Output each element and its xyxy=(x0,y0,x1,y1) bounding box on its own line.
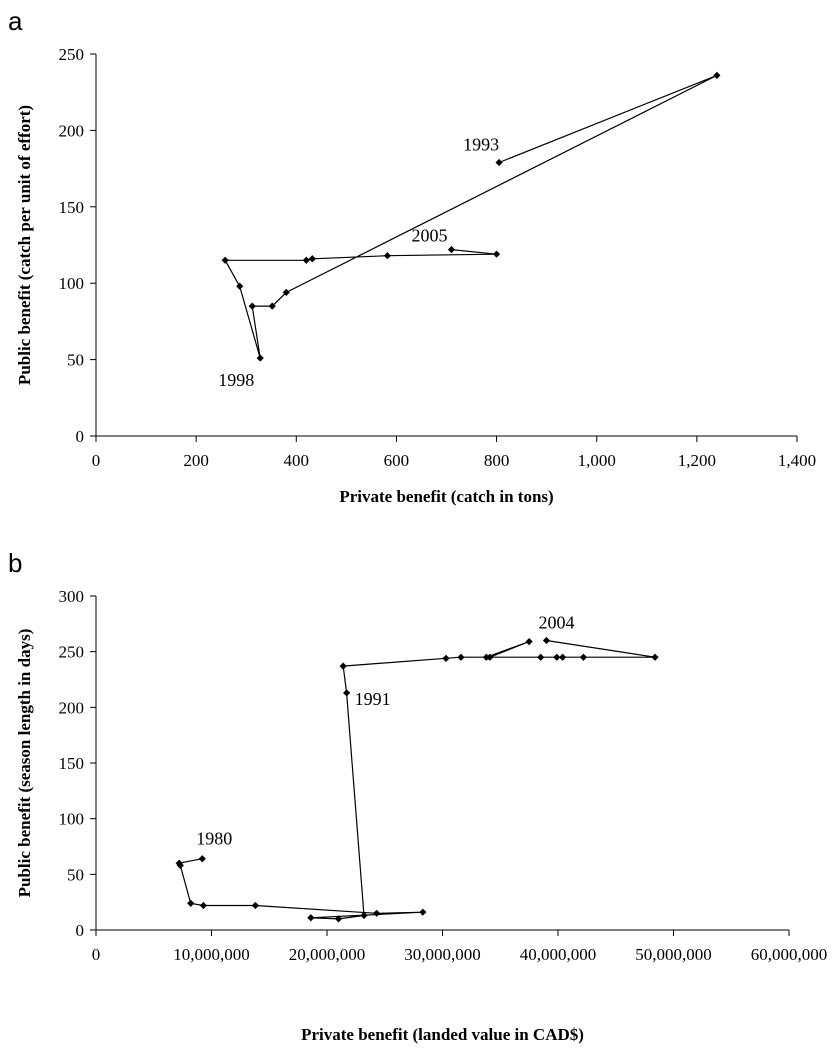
y-tick-label: 50 xyxy=(67,865,84,884)
data-point xyxy=(559,653,567,661)
x-tick-label: 600 xyxy=(384,451,410,470)
x-tick-label: 1,200 xyxy=(678,451,716,470)
x-axis-title: Private benefit (landed value in CAD$) xyxy=(301,1025,584,1044)
year-annotation: 1991 xyxy=(355,689,391,709)
x-tick-label: 0 xyxy=(92,451,101,470)
y-tick-label: 0 xyxy=(76,427,85,446)
data-point xyxy=(199,901,208,910)
data-point xyxy=(553,653,561,661)
x-tick-label: 20,000,000 xyxy=(289,945,366,964)
x-tick-label: 0 xyxy=(92,945,101,964)
y-tick-label: 250 xyxy=(59,45,85,64)
data-point xyxy=(198,855,206,863)
chart-panel-b: b 0 50 100 150 200 250 300 0 10,000,000 20,000,000… xyxy=(8,548,827,1044)
y-tick-label: 250 xyxy=(59,643,85,662)
y-tick-label: 200 xyxy=(59,121,85,140)
x-tick-label: 40,000,000 xyxy=(520,945,597,964)
data-point xyxy=(176,861,184,870)
x-axis-title: Private benefit (catch in tons) xyxy=(339,487,553,506)
data-point xyxy=(308,255,316,263)
data-point xyxy=(256,354,264,362)
y-tick-label: 150 xyxy=(59,198,85,217)
data-point xyxy=(236,282,244,290)
data-point xyxy=(248,302,256,310)
data-point xyxy=(579,653,588,661)
data-point xyxy=(339,662,347,670)
x-tick-label: 800 xyxy=(484,451,510,470)
data-point xyxy=(268,302,276,310)
data-point xyxy=(221,256,229,264)
x-tick-label: 400 xyxy=(284,451,310,470)
data-point xyxy=(334,915,343,923)
year-annotation: 1980 xyxy=(196,829,232,849)
y-tick-label: 0 xyxy=(76,921,85,940)
x-tick-label: 30,000,000 xyxy=(404,945,481,964)
year-annotation: 2005 xyxy=(412,226,448,246)
y-axis-title: Public benefit (season length in days) xyxy=(15,629,34,898)
data-point xyxy=(542,636,551,645)
data-point xyxy=(383,252,392,260)
series-line xyxy=(178,639,656,920)
data-point xyxy=(525,638,533,646)
chart-panel-a: a 0 50 100 150 200 250 0 200 400 600 800 1,000 1,200 1… xyxy=(8,6,816,506)
x-tick-label: 200 xyxy=(183,451,209,470)
y-tick-label: 100 xyxy=(59,274,85,293)
year-annotation: 1998 xyxy=(218,370,254,390)
x-tick-label: 50,000,000 xyxy=(635,945,712,964)
data-point xyxy=(282,288,290,296)
data-point xyxy=(447,245,456,254)
year-annotation: 1993 xyxy=(463,134,499,154)
data-point xyxy=(492,250,501,258)
data-point xyxy=(537,653,545,661)
series-line xyxy=(224,74,718,359)
data-point xyxy=(187,899,195,907)
y-tick-label: 200 xyxy=(59,698,85,717)
data-point xyxy=(251,901,259,910)
x-tick-label: 1,400 xyxy=(778,451,816,470)
data-point xyxy=(302,256,310,264)
y-tick-label: 150 xyxy=(59,754,85,773)
year-annotation: 2004 xyxy=(538,613,574,633)
panel-letter: b xyxy=(8,548,22,578)
data-point xyxy=(457,653,465,661)
data-point xyxy=(343,689,351,697)
data-point xyxy=(495,158,503,167)
x-tick-label: 1,000 xyxy=(578,451,616,470)
x-tick-label: 60,000,000 xyxy=(751,945,828,964)
data-point xyxy=(419,908,427,916)
panel-letter: a xyxy=(8,6,23,36)
data-point xyxy=(713,71,721,79)
y-axis-title: Public benefit (catch per unit of effort… xyxy=(15,105,34,385)
y-tick-label: 300 xyxy=(59,587,85,606)
data-point xyxy=(307,914,315,922)
y-tick-label: 100 xyxy=(59,810,85,829)
x-tick-label: 10,000,000 xyxy=(173,945,250,964)
data-point xyxy=(442,654,450,662)
data-point xyxy=(486,653,494,661)
data-point xyxy=(373,909,381,917)
y-tick-label: 50 xyxy=(67,351,84,370)
data-point xyxy=(651,653,659,661)
data-point xyxy=(360,911,368,920)
